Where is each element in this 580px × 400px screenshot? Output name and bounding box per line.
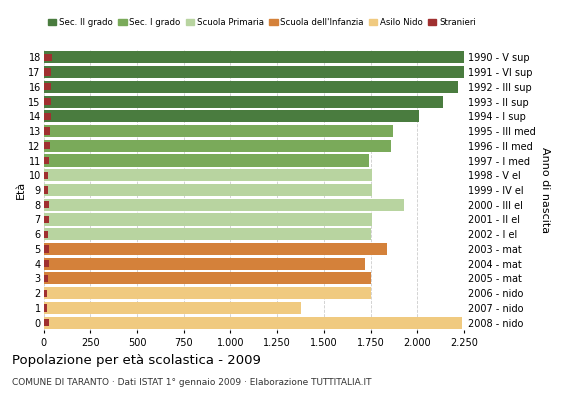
Bar (44, 302, 302, 314)
Bar (44, 140, 391, 152)
Bar (44, 260, 49, 267)
Bar (44, 51, 466, 64)
Y-axis label: Età: Età (16, 181, 26, 199)
Bar (44, 275, 48, 282)
Bar (44, 304, 47, 312)
Bar (44, 81, 458, 93)
Bar (44, 113, 50, 120)
Bar (44, 290, 47, 297)
Legend: Sec. II grado, Sec. I grado, Scuola Primaria, Scuola dell'Infanzia, Asilo Nido, : Sec. II grado, Sec. I grado, Scuola Prim… (48, 18, 476, 27)
Bar (44, 66, 464, 78)
Bar (44, 272, 371, 284)
Text: Popolazione per età scolastica - 2009: Popolazione per età scolastica - 2009 (12, 354, 260, 367)
Bar (44, 258, 365, 270)
Bar (44, 199, 404, 211)
Bar (44, 230, 48, 238)
Bar (44, 142, 50, 150)
Bar (44, 54, 52, 61)
Text: COMUNE DI TARANTO · Dati ISTAT 1° gennaio 2009 · Elaborazione TUTTITALIA.IT: COMUNE DI TARANTO · Dati ISTAT 1° gennai… (12, 378, 371, 387)
Bar (44, 68, 51, 76)
Bar (44, 172, 48, 179)
Bar (44, 110, 419, 122)
Bar (44, 287, 371, 299)
Y-axis label: Anno di nascita: Anno di nascita (540, 147, 550, 233)
Bar (44, 128, 50, 135)
Bar (44, 169, 372, 181)
Bar (44, 83, 51, 90)
Bar (44, 98, 52, 105)
Bar (44, 201, 49, 208)
Bar (44, 316, 462, 329)
Bar (44, 184, 372, 196)
Bar (44, 96, 444, 108)
Bar (44, 157, 49, 164)
Bar (44, 186, 48, 194)
Bar (44, 228, 371, 240)
Bar (44, 214, 372, 226)
Bar (44, 154, 369, 166)
Bar (44, 319, 49, 326)
Bar (44, 216, 49, 223)
Bar (44, 243, 387, 255)
Bar (44, 245, 49, 252)
Bar (44, 125, 393, 137)
